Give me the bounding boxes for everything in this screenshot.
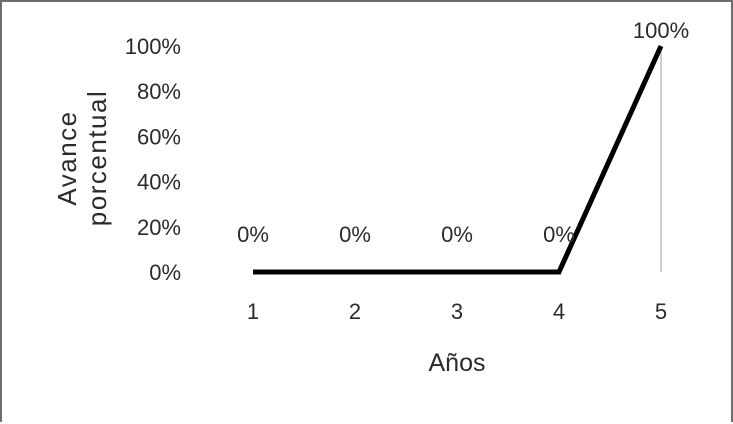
x-tick-label: 2 (349, 299, 361, 324)
y-tick-label: 20% (137, 215, 181, 240)
x-tick-label: 3 (451, 299, 463, 324)
data-label: 0% (543, 222, 575, 247)
y-tick-label: 60% (137, 124, 181, 149)
x-tick-label: 5 (655, 299, 667, 324)
y-axis-title-line: porcentual (82, 90, 112, 226)
y-tick-label: 100% (125, 34, 181, 59)
data-label: 0% (237, 222, 269, 247)
x-axis-title: Años (429, 349, 486, 377)
series-line (253, 44, 664, 275)
data-label: 100% (633, 18, 689, 43)
y-axis-title: Avance porcentual (52, 90, 112, 226)
data-label: 0% (339, 222, 371, 247)
y-tick-label: 80% (137, 79, 181, 104)
data-label: 0% (441, 222, 473, 247)
y-tick-label: 0% (149, 260, 181, 285)
y-axis-title-line: Avance (52, 110, 82, 205)
x-tick-label: 4 (553, 299, 565, 324)
x-tick-label: 1 (247, 299, 259, 324)
y-tick-label: 40% (137, 170, 181, 195)
